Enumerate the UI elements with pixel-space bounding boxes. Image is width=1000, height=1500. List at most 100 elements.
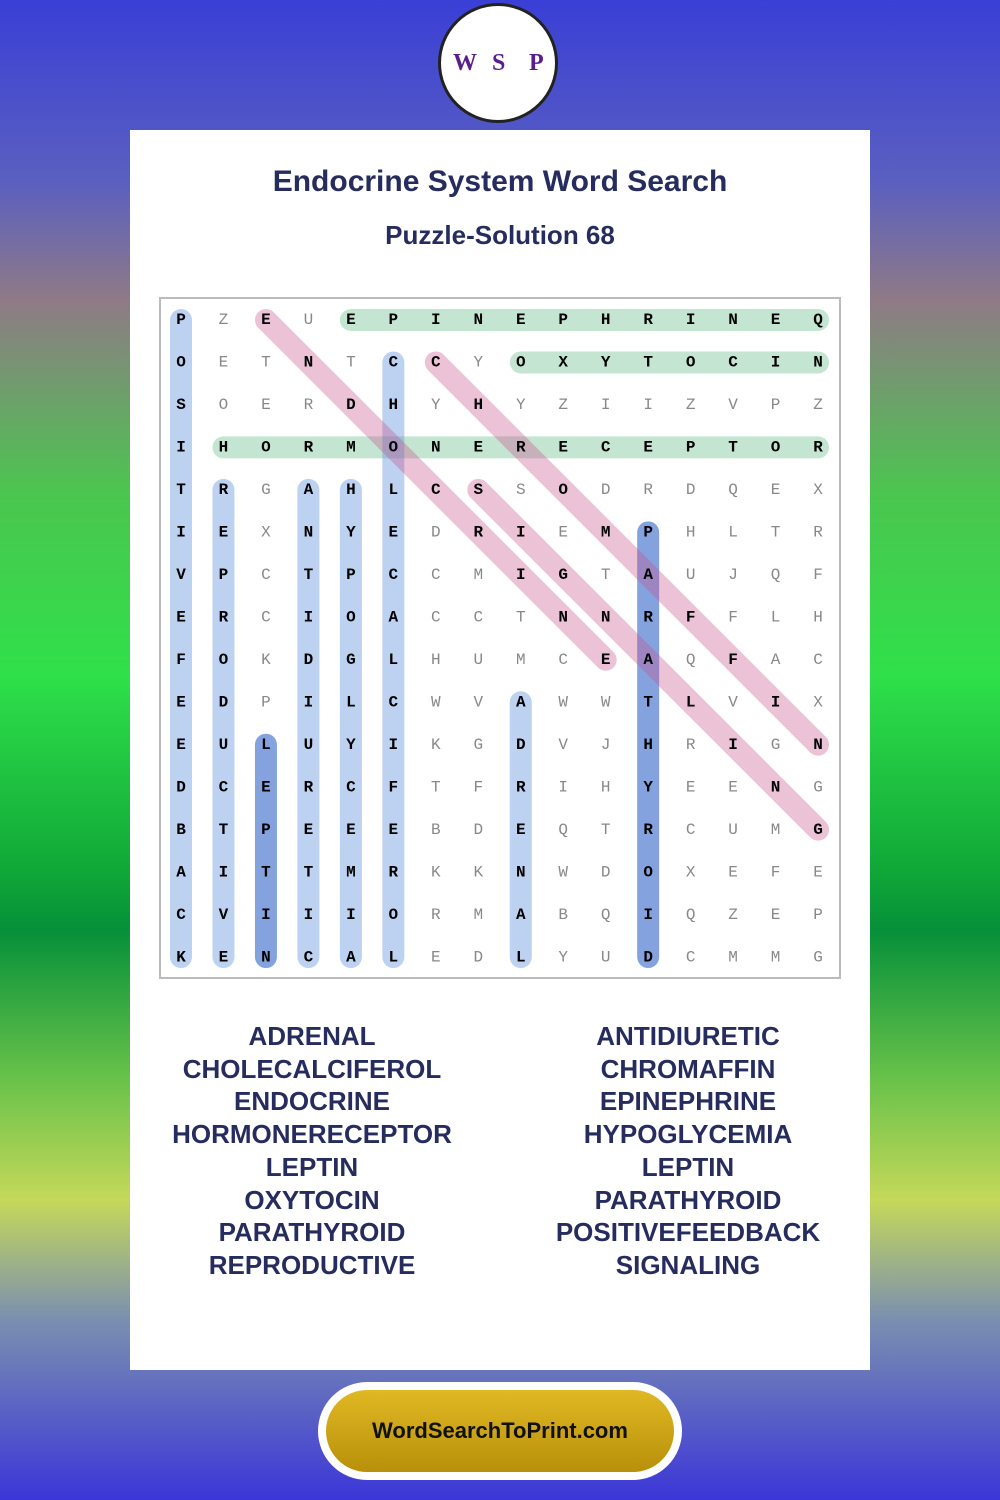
letter: C <box>686 948 696 966</box>
letter: E <box>558 439 568 457</box>
letter: C <box>261 609 271 627</box>
letter: F <box>389 778 399 796</box>
letter: R <box>431 906 441 924</box>
letter: O <box>219 651 229 669</box>
logo: W S P <box>438 3 558 123</box>
letter: Y <box>643 778 653 796</box>
letter: X <box>261 524 271 542</box>
letter: O <box>219 396 229 414</box>
letter: F <box>473 778 483 796</box>
word: REPRODUCTIVE <box>208 1249 416 1280</box>
letter: R <box>643 609 653 627</box>
letter: I <box>601 396 611 414</box>
letter: V <box>728 396 738 414</box>
letter: E <box>219 524 229 542</box>
letter: E <box>728 863 738 881</box>
word: ANTIDIURETIC <box>596 1021 780 1051</box>
letter: R <box>389 863 399 881</box>
letter: H <box>813 609 823 627</box>
letter: I <box>771 354 781 372</box>
letter: D <box>643 948 653 966</box>
letter: I <box>771 693 781 711</box>
letter: T <box>643 693 653 711</box>
subtitle: Puzzle-Solution 68 <box>385 220 615 250</box>
letter: R <box>813 524 823 542</box>
letter: Q <box>728 481 738 499</box>
letter: T <box>219 821 229 839</box>
letter: C <box>304 948 314 966</box>
letter: E <box>176 736 186 754</box>
letter: R <box>643 821 653 839</box>
letter: P <box>686 439 696 457</box>
letter: E <box>728 778 738 796</box>
letter: T <box>728 439 738 457</box>
grid: P Z E U E P I N E P H R I N E Q O E T N T C C Y O X Y T O C I N S O E R D H Y H… <box>159 297 841 979</box>
letter: Y <box>346 524 356 542</box>
letter: A <box>176 863 186 881</box>
letter: L <box>389 948 399 966</box>
letter: P <box>346 566 356 584</box>
word-list: ADRENAL CHOLECALCIFEROL ENDOCRINE HORMONERE… <box>122 1020 502 1282</box>
letter: D <box>686 481 696 499</box>
letter: S <box>473 481 483 499</box>
letter: E <box>771 311 781 329</box>
letter: L <box>516 948 526 966</box>
letter: R <box>516 439 526 457</box>
letter: A <box>346 948 356 966</box>
letter: I <box>686 311 696 329</box>
word: OXYTOCIN <box>244 1184 380 1215</box>
word: LEPTIN <box>265 1151 359 1182</box>
letter: N <box>771 778 781 796</box>
letter: I <box>728 736 738 754</box>
letter: V <box>176 566 186 584</box>
letter: O <box>389 906 399 924</box>
letter: O <box>643 863 653 881</box>
letter: E <box>643 439 653 457</box>
letter: C <box>473 609 483 627</box>
letter: D <box>473 948 483 966</box>
highlight <box>467 478 830 841</box>
word: EPINEPHRINE <box>599 1086 777 1117</box>
letter: O <box>771 439 781 457</box>
letter: K <box>261 651 271 669</box>
letter: T <box>516 609 526 627</box>
letter: O <box>176 354 186 372</box>
word: PARATHYROID <box>594 1184 782 1215</box>
footer: WordSearchToPrint.com <box>318 1382 682 1480</box>
letter: Y <box>558 948 568 966</box>
site-button[interactable]: WordSearchToPrint.com <box>326 1390 674 1472</box>
letter: P <box>813 906 823 924</box>
letter: E <box>431 948 441 966</box>
letter: E <box>516 821 526 839</box>
letter: Z <box>219 311 229 329</box>
letter: T <box>771 524 781 542</box>
letter: D <box>601 481 611 499</box>
word: ADRENAL <box>248 1021 376 1051</box>
letter: D <box>304 651 314 669</box>
letter: L <box>389 481 399 499</box>
letter: E <box>261 778 271 796</box>
word: HYPOGLYCEMIA <box>583 1119 793 1150</box>
letter: I <box>219 863 229 881</box>
letter: T <box>601 566 611 584</box>
letter: H <box>431 651 441 669</box>
letter: N <box>516 863 526 881</box>
letter: A <box>771 651 781 669</box>
letter: K <box>431 863 441 881</box>
letter: C <box>558 651 568 669</box>
letter: G <box>813 778 823 796</box>
letter: E <box>261 396 271 414</box>
letter: D <box>431 524 441 542</box>
letter: M <box>516 651 526 669</box>
letter: N <box>304 354 314 372</box>
letter: A <box>304 481 314 499</box>
letter: V <box>473 693 483 711</box>
letter: R <box>304 439 314 457</box>
letter: C <box>389 566 399 584</box>
panel <box>130 130 870 1370</box>
highlight <box>424 351 830 756</box>
letter: L <box>261 736 271 754</box>
letter: T <box>176 481 186 499</box>
letter: U <box>304 311 314 329</box>
letter: D <box>176 778 186 796</box>
